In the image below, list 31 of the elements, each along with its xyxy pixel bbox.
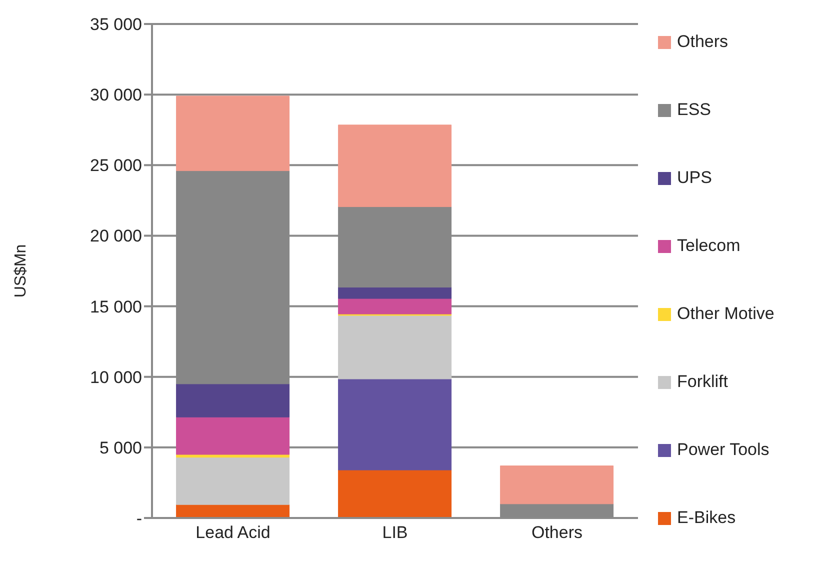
legend-label: Power Tools xyxy=(677,440,770,460)
y-tick-label: 10 000 xyxy=(90,368,142,387)
legend-label: UPS xyxy=(677,168,712,188)
y-tick-label: 5 000 xyxy=(99,438,142,458)
x-tick-label: LIB xyxy=(382,523,408,542)
bar xyxy=(176,457,290,505)
bar xyxy=(176,416,290,455)
bar xyxy=(500,466,614,504)
y-tick-label: 25 000 xyxy=(90,156,142,176)
y-tick-label: 15 000 xyxy=(90,297,142,316)
legend-label: ESS xyxy=(677,100,712,120)
bar xyxy=(338,286,452,299)
y-tick-label: 30 000 xyxy=(90,86,142,105)
bar xyxy=(176,384,290,418)
x-tick-label: Lead Acid xyxy=(196,523,270,542)
bar xyxy=(338,378,452,470)
legend-label: Forklift xyxy=(677,372,728,392)
legend-label: E-Bikes xyxy=(677,508,736,528)
bar xyxy=(338,124,452,208)
y-tick-label: 35 000 xyxy=(90,15,142,34)
legend-label: Other Motive xyxy=(677,304,774,324)
bar xyxy=(176,96,290,172)
bar xyxy=(338,315,452,380)
legend-label: Others xyxy=(677,32,728,52)
y-tick-label: - xyxy=(136,509,142,528)
x-tick-label: Others xyxy=(531,523,583,542)
bar xyxy=(338,298,452,314)
y-axis-title: US$Mn xyxy=(12,244,30,298)
legend-label: Telecom xyxy=(677,236,740,256)
y-tick-label: 20 000 xyxy=(90,226,142,246)
bar xyxy=(338,470,452,518)
